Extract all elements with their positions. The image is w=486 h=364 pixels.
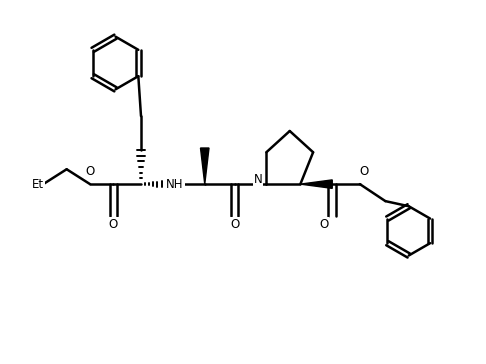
Text: O: O [109, 218, 118, 231]
Text: O: O [230, 218, 239, 231]
Text: Et: Et [32, 178, 44, 191]
Text: N: N [254, 173, 262, 186]
Text: O: O [86, 165, 95, 178]
Polygon shape [300, 180, 332, 189]
Polygon shape [201, 148, 209, 184]
Text: O: O [360, 165, 369, 178]
Text: O: O [319, 218, 329, 231]
Text: NH: NH [166, 178, 184, 191]
